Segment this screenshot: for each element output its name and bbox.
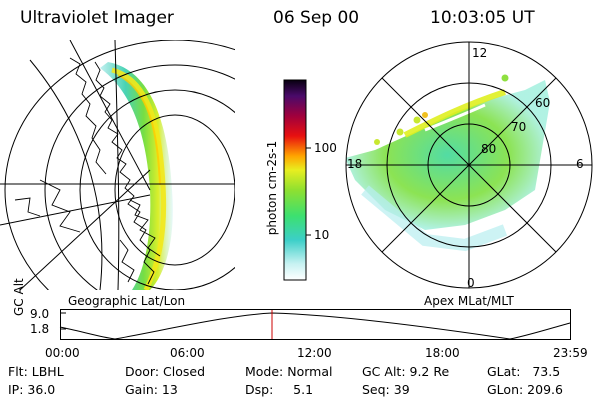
colorbar-tick-100: 100 (314, 141, 337, 155)
status-door: Door: Closed (125, 364, 206, 379)
xtick-0600: 06:00 (170, 346, 205, 360)
lat-label-60: 60 (535, 96, 551, 110)
mlt-label-12: 12 (472, 46, 488, 60)
mlt-label-18: 18 (347, 157, 363, 171)
time-label: 10:03:05 UT (430, 8, 535, 28)
instrument-title: Ultraviolet Imager (20, 8, 174, 28)
geographic-map-content (0, 40, 235, 290)
xtick-2359: 23:59 (553, 346, 588, 360)
date-label: 06 Sep 00 (273, 8, 360, 28)
altitude-ylabel: GC Alt (12, 278, 26, 316)
altitude-plot (59, 309, 571, 340)
status-glat: GLat: 73.5 (487, 364, 561, 379)
lat-label-70: 70 (511, 120, 527, 134)
xtick-1200: 12:00 (297, 346, 332, 360)
status-gain: Gain: 13 (125, 382, 178, 397)
left-panel-label: Geographic Lat/Lon (68, 294, 186, 308)
mlt-label-0: 0 (467, 276, 475, 290)
xtick-0000: 00:00 (45, 346, 80, 360)
xtick-1800: 18:00 (425, 346, 460, 360)
altitude-ytick-1-8: 1.8 (30, 322, 50, 336)
status-ip: IP: 36.0 (8, 382, 56, 397)
colorbar (283, 79, 311, 281)
colorbar-tick-10: 10 (314, 228, 330, 242)
status-flt: Flt: LBHL (8, 364, 64, 379)
mlt-label-6: 6 (576, 157, 584, 171)
colorbar-unit-label: photon cm-2s-1 (265, 140, 279, 236)
status-seq: Seq: 39 (362, 382, 410, 397)
polar-plot (345, 41, 593, 289)
lat-label-80: 80 (481, 142, 497, 156)
status-glon: GLon: 209.6 (487, 382, 563, 397)
status-dsp: Dsp: 5.1 (245, 382, 314, 397)
status-gc-alt: GC Alt: 9.2 Re (362, 364, 450, 379)
right-panel-label: Apex MLat/MLT (424, 294, 514, 308)
altitude-ytick-9: 9.0 (30, 307, 50, 321)
status-mode: Mode: Normal (245, 364, 333, 379)
